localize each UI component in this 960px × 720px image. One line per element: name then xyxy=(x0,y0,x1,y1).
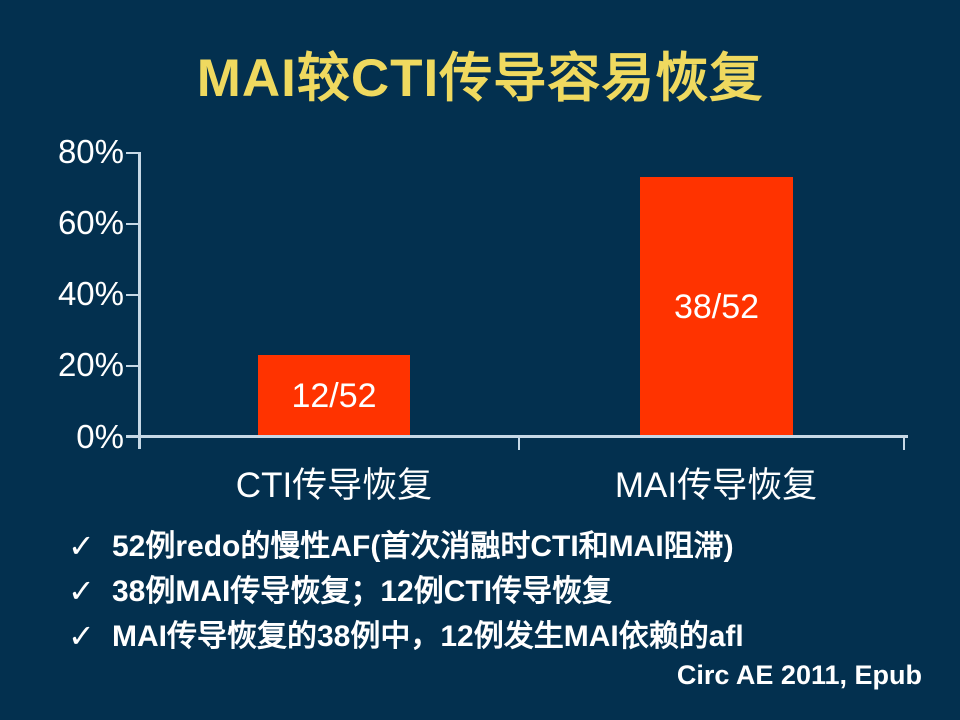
x-axis-line xyxy=(126,435,908,438)
y-axis-tick-label: 40% xyxy=(57,275,124,312)
y-axis-tick-mark xyxy=(126,223,139,225)
bullet-text: 38例MAI传导恢复；12例CTI传导恢复 xyxy=(112,575,613,608)
bar-mai: 38/52 xyxy=(640,177,793,438)
list-item: ✓ 38例MAI传导恢复；12例CTI传导恢复 xyxy=(68,569,928,614)
y-axis-tick-mark xyxy=(126,294,139,296)
list-item: ✓ MAI传导恢复的38例中，12例发生MAI依赖的afl xyxy=(68,614,928,659)
y-axis-line xyxy=(138,152,141,449)
y-axis-tick-label: 60% xyxy=(57,204,124,241)
check-icon: ✓ xyxy=(68,573,95,609)
bar-value-label: 38/52 xyxy=(673,288,760,326)
bullet-text: MAI传导恢复的38例中，12例发生MAI依赖的afl xyxy=(112,620,744,653)
x-axis-category-label: MAI传导恢复 xyxy=(614,466,818,505)
bar-cti: 12/52 xyxy=(258,355,410,438)
list-item: ✓ 52例redo的慢性AF(首次消融时CTI和MAI阻滞) xyxy=(68,524,928,569)
y-axis-tick-mark xyxy=(126,152,139,154)
y-axis-tick-label: 80% xyxy=(57,133,124,170)
y-axis-tick-label: 0% xyxy=(76,418,124,455)
bar-chart: 80% 60% 40% 20% 0% 12/52 38/52 CTI传导恢复 M… xyxy=(57,133,908,505)
bar-value-label: 12/52 xyxy=(291,377,377,415)
y-axis-tick-label: 20% xyxy=(57,346,124,383)
x-axis-tick-mark xyxy=(903,437,905,450)
y-axis-tick-mark xyxy=(126,365,139,367)
bullet-list: ✓ 52例redo的慢性AF(首次消融时CTI和MAI阻滞) ✓ 38例MAI传… xyxy=(68,524,928,659)
citation-text: Circ AE 2011, Epub xyxy=(676,660,922,690)
check-icon: ✓ xyxy=(68,528,95,564)
bullet-text: 52例redo的慢性AF(首次消融时CTI和MAI阻滞) xyxy=(112,530,734,563)
slide-title: MAI较CTI传导容易恢复 xyxy=(196,49,764,108)
x-axis-category-label: CTI传导恢复 xyxy=(235,466,433,505)
check-icon: ✓ xyxy=(68,618,95,654)
x-axis-tick-mark xyxy=(518,437,520,450)
